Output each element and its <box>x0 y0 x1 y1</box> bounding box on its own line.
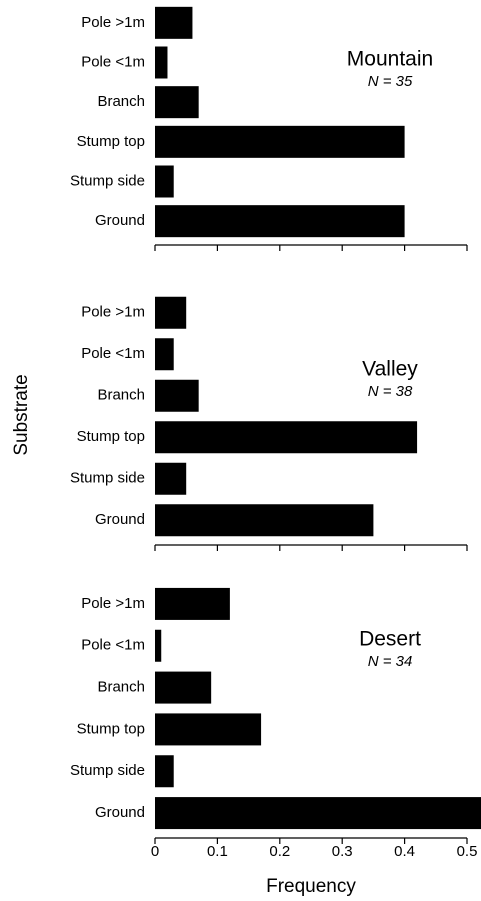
y-tick-label: Ground <box>95 511 145 528</box>
y-tick-label: Pole >1m <box>81 595 145 612</box>
x-axis-label: Frequency <box>266 876 356 897</box>
y-tick-label: Ground <box>95 804 145 821</box>
bar <box>155 755 174 788</box>
y-tick-label: Pole >1m <box>81 304 145 321</box>
bar <box>155 587 230 620</box>
bar <box>155 125 405 158</box>
y-tick-label: Stump top <box>77 428 145 445</box>
y-tick-label: Ground <box>95 212 145 229</box>
annotation: N = 35 <box>368 73 413 90</box>
y-tick-label: Branch <box>97 387 145 404</box>
annotation: N = 38 <box>368 383 413 400</box>
y-tick-label: Stump side <box>70 172 145 189</box>
panel-title: Mountain <box>347 48 433 71</box>
y-tick-label: Pole <1m <box>81 637 145 654</box>
bar <box>155 671 212 704</box>
bar <box>155 205 405 238</box>
bar <box>155 165 174 198</box>
y-tick-label: Stump top <box>77 720 145 737</box>
bar <box>155 86 199 119</box>
bar <box>155 713 262 746</box>
y-axis-label: Substrate <box>11 374 32 455</box>
y-tick-label: Pole <1m <box>81 53 145 70</box>
y-tick-label: Branch <box>97 93 145 110</box>
x-tick-label: 0.5 <box>457 843 478 860</box>
y-tick-label: Branch <box>97 679 145 696</box>
bar <box>155 379 199 412</box>
bar <box>155 421 418 454</box>
y-tick-label: Pole <1m <box>81 345 145 362</box>
y-tick-label: Stump side <box>70 470 145 487</box>
bar <box>155 462 187 495</box>
bar <box>155 504 374 537</box>
x-tick-label: 0.2 <box>269 843 290 860</box>
bar <box>155 296 187 329</box>
x-tick-label: 0 <box>151 843 159 860</box>
bar <box>155 338 174 371</box>
x-tick-label: 0.1 <box>207 843 228 860</box>
x-tick-label: 0.3 <box>332 843 353 860</box>
panel-title: Valley <box>362 358 418 381</box>
bar <box>155 46 168 79</box>
bar <box>155 797 481 830</box>
panel-title: Desert <box>359 628 421 651</box>
annotation: N = 34 <box>368 653 413 670</box>
bar <box>155 629 162 662</box>
y-tick-label: Stump top <box>77 133 145 150</box>
bar <box>155 6 193 39</box>
x-tick-label: 0.4 <box>394 843 415 860</box>
y-tick-label: Pole >1m <box>81 14 145 31</box>
y-tick-label: Stump side <box>70 762 145 779</box>
